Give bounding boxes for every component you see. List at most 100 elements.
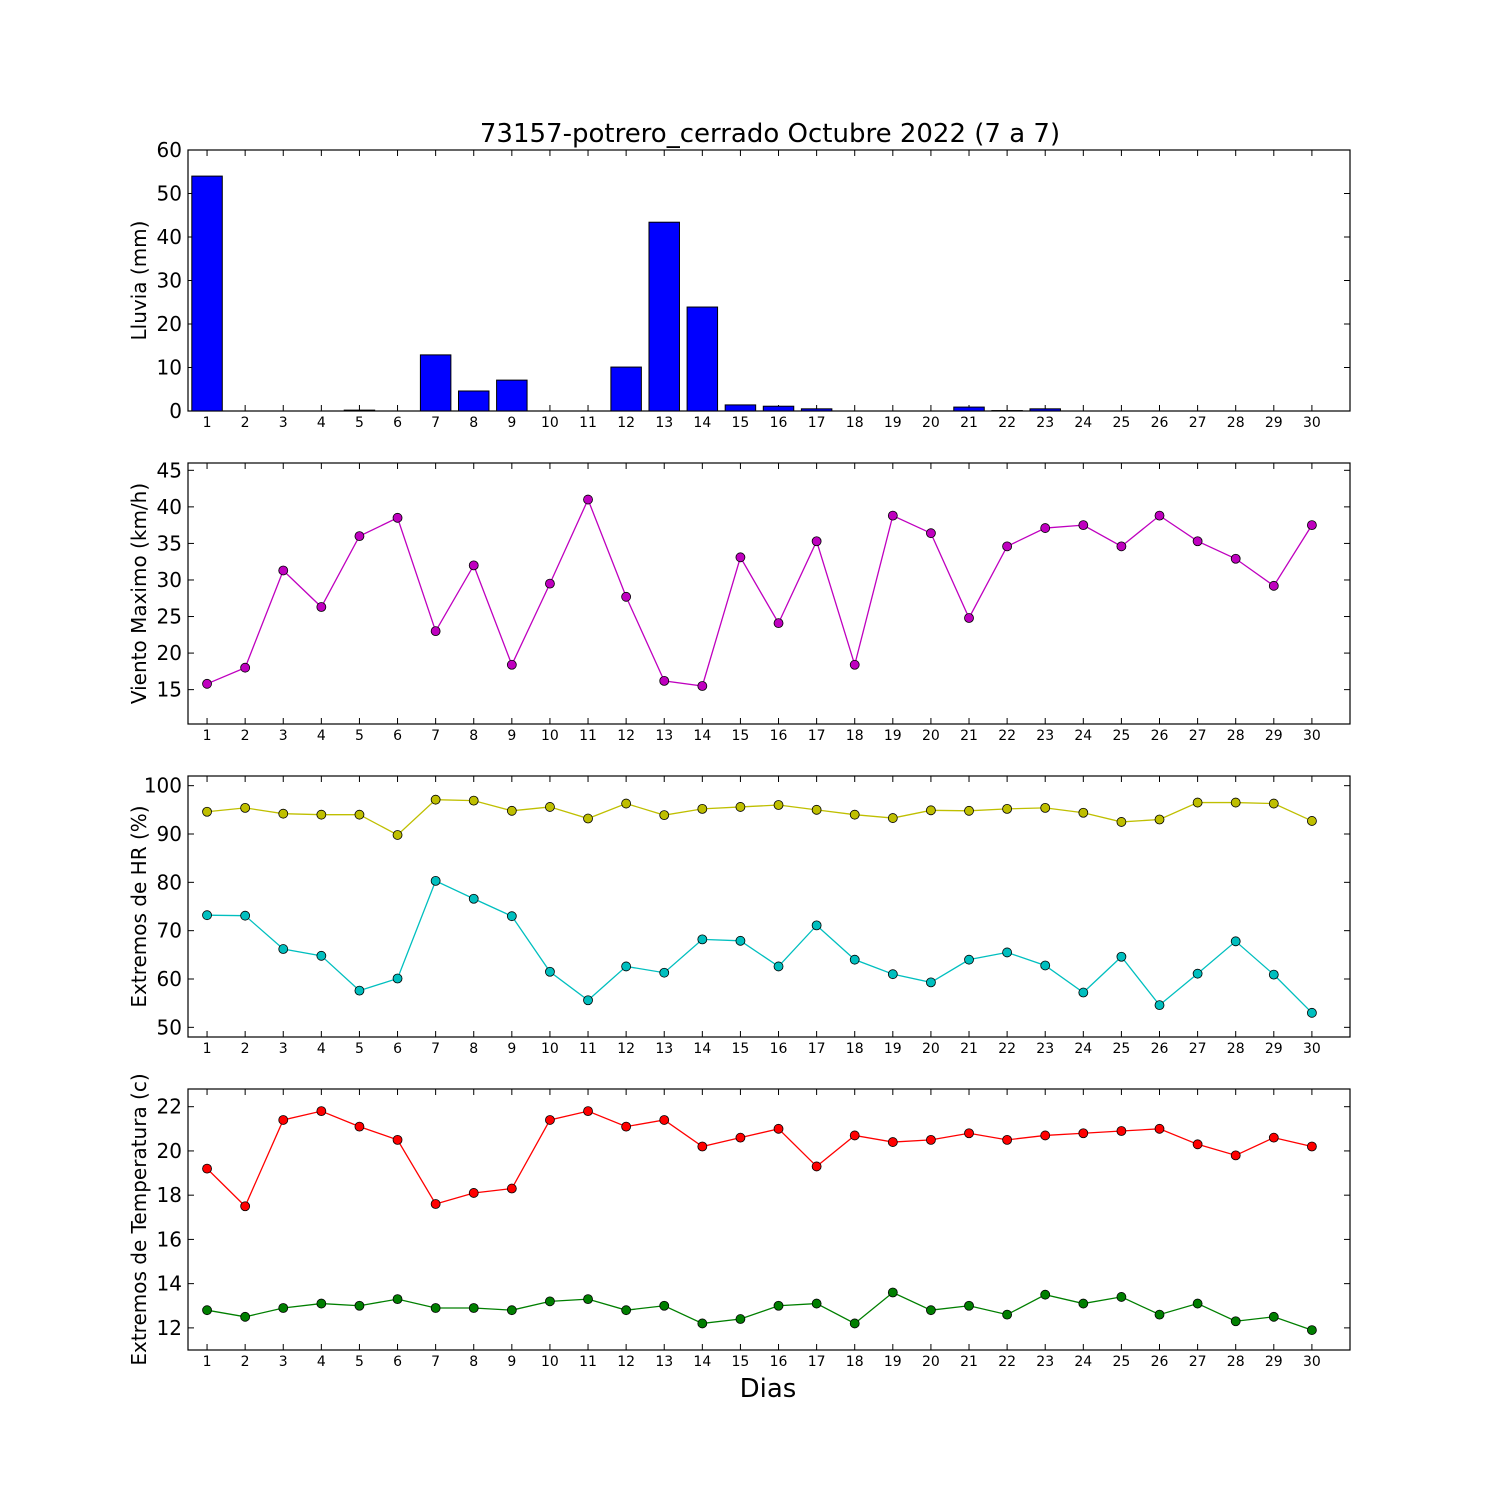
data-point bbox=[1040, 1130, 1051, 1141]
x-tick-label: 12 bbox=[617, 728, 635, 744]
x-tick-label: 20 bbox=[922, 728, 940, 744]
data-point bbox=[354, 1300, 365, 1311]
x-tick-label: 17 bbox=[808, 728, 826, 744]
data-point bbox=[1268, 798, 1279, 809]
rain-bar bbox=[191, 175, 223, 412]
x-tick-label: 14 bbox=[693, 1354, 711, 1370]
x-tick-label: 18 bbox=[846, 728, 864, 744]
x-tick-label: 1 bbox=[203, 728, 212, 744]
x-tick-label: 6 bbox=[393, 728, 402, 744]
data-point bbox=[316, 602, 327, 612]
x-tick-label: 25 bbox=[1112, 415, 1130, 431]
x-tick-label: 11 bbox=[579, 1041, 597, 1057]
data-point bbox=[964, 954, 974, 965]
y-tick-label: 14 bbox=[157, 1272, 182, 1296]
x-tick-label: 19 bbox=[884, 1041, 902, 1057]
x-tick-label: 6 bbox=[393, 1041, 402, 1057]
data-point bbox=[430, 1303, 441, 1313]
data-point bbox=[964, 805, 974, 816]
data-point bbox=[697, 934, 708, 945]
data-point bbox=[773, 618, 784, 629]
data-point bbox=[506, 805, 517, 816]
data-point bbox=[240, 662, 251, 673]
data-point bbox=[1230, 1150, 1241, 1161]
y-tick-label: 25 bbox=[157, 605, 182, 629]
data-point bbox=[849, 1318, 860, 1329]
x-tick-label: 24 bbox=[1074, 1354, 1092, 1370]
data-point bbox=[316, 950, 327, 961]
x-tick-label: 9 bbox=[507, 415, 516, 431]
x-tick-label: 29 bbox=[1265, 1354, 1283, 1370]
data-point bbox=[926, 1305, 936, 1316]
x-tick-label: 29 bbox=[1265, 1041, 1283, 1057]
series-line bbox=[206, 497, 1313, 687]
series-line bbox=[206, 799, 1313, 836]
data-point bbox=[468, 1188, 479, 1198]
data-point bbox=[621, 1305, 632, 1316]
x-tick-label: 11 bbox=[579, 1354, 597, 1370]
x-tick-label: 16 bbox=[770, 728, 788, 744]
data-point bbox=[1230, 936, 1241, 947]
x-tick-label: 8 bbox=[469, 415, 478, 431]
x-tick-label: 2 bbox=[241, 415, 250, 431]
data-point bbox=[240, 803, 251, 813]
data-point bbox=[811, 536, 822, 547]
x-tick-label: 23 bbox=[1036, 1354, 1054, 1370]
x-tick-label: 4 bbox=[317, 415, 326, 431]
data-point bbox=[1192, 1298, 1203, 1309]
data-point bbox=[773, 1300, 784, 1311]
rain-bar bbox=[1029, 408, 1061, 412]
y-axis-label: Viento Maximo (km/h) bbox=[127, 483, 151, 704]
data-point bbox=[1002, 803, 1013, 814]
data-point bbox=[202, 678, 212, 689]
data-point bbox=[697, 681, 708, 691]
x-tick-label: 13 bbox=[655, 1354, 673, 1370]
data-point bbox=[468, 893, 479, 904]
data-point bbox=[659, 967, 670, 978]
y-tick-label: 90 bbox=[157, 822, 182, 846]
data-point bbox=[545, 802, 555, 812]
data-point bbox=[697, 803, 708, 814]
x-tick-label: 14 bbox=[693, 728, 711, 744]
x-tick-label: 12 bbox=[617, 415, 635, 431]
data-point bbox=[430, 875, 441, 886]
x-tick-label: 30 bbox=[1303, 415, 1321, 431]
data-point bbox=[1192, 1139, 1203, 1150]
x-tick-label: 3 bbox=[279, 1354, 288, 1370]
x-tick-label: 20 bbox=[922, 1354, 940, 1370]
y-axis-label: Extremos de Temperatura (c) bbox=[127, 1073, 151, 1365]
series-line bbox=[206, 1110, 1313, 1208]
x-tick-label: 24 bbox=[1074, 1041, 1092, 1057]
y-tick-label: 40 bbox=[157, 495, 182, 519]
rain-bar bbox=[724, 404, 757, 412]
data-point bbox=[849, 659, 860, 670]
data-point bbox=[1078, 1298, 1089, 1309]
data-point bbox=[468, 560, 479, 571]
data-point bbox=[1116, 541, 1127, 552]
x-tick-label: 7 bbox=[431, 415, 440, 431]
data-point bbox=[1078, 807, 1089, 818]
x-tick-label: 27 bbox=[1189, 728, 1207, 744]
y-tick-label: 60 bbox=[157, 967, 182, 991]
data-point bbox=[1268, 1311, 1279, 1322]
data-point bbox=[1154, 1123, 1165, 1134]
rain-bar bbox=[953, 406, 985, 412]
data-point bbox=[202, 806, 212, 817]
x-tick-label: 3 bbox=[279, 415, 288, 431]
plot-frame bbox=[187, 462, 1351, 725]
x-tick-label: 1 bbox=[203, 1354, 212, 1370]
data-point bbox=[1002, 1309, 1013, 1320]
data-point bbox=[354, 985, 365, 996]
x-tick-label: 29 bbox=[1265, 415, 1283, 431]
x-tick-label: 17 bbox=[808, 415, 826, 431]
x-tick-label: 26 bbox=[1151, 728, 1169, 744]
x-tick-label: 5 bbox=[355, 1354, 364, 1370]
y-tick-label: 50 bbox=[157, 182, 182, 206]
data-point bbox=[545, 966, 555, 977]
data-point bbox=[735, 1314, 746, 1324]
x-tick-label: 30 bbox=[1303, 1354, 1321, 1370]
x-tick-label: 18 bbox=[846, 1041, 864, 1057]
data-point bbox=[773, 800, 784, 810]
data-point bbox=[811, 1298, 822, 1309]
x-tick-label: 24 bbox=[1074, 415, 1092, 431]
